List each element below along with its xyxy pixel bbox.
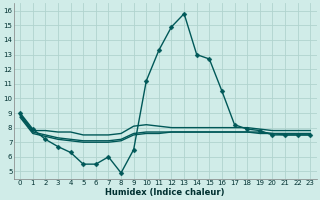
- X-axis label: Humidex (Indice chaleur): Humidex (Indice chaleur): [106, 188, 225, 197]
